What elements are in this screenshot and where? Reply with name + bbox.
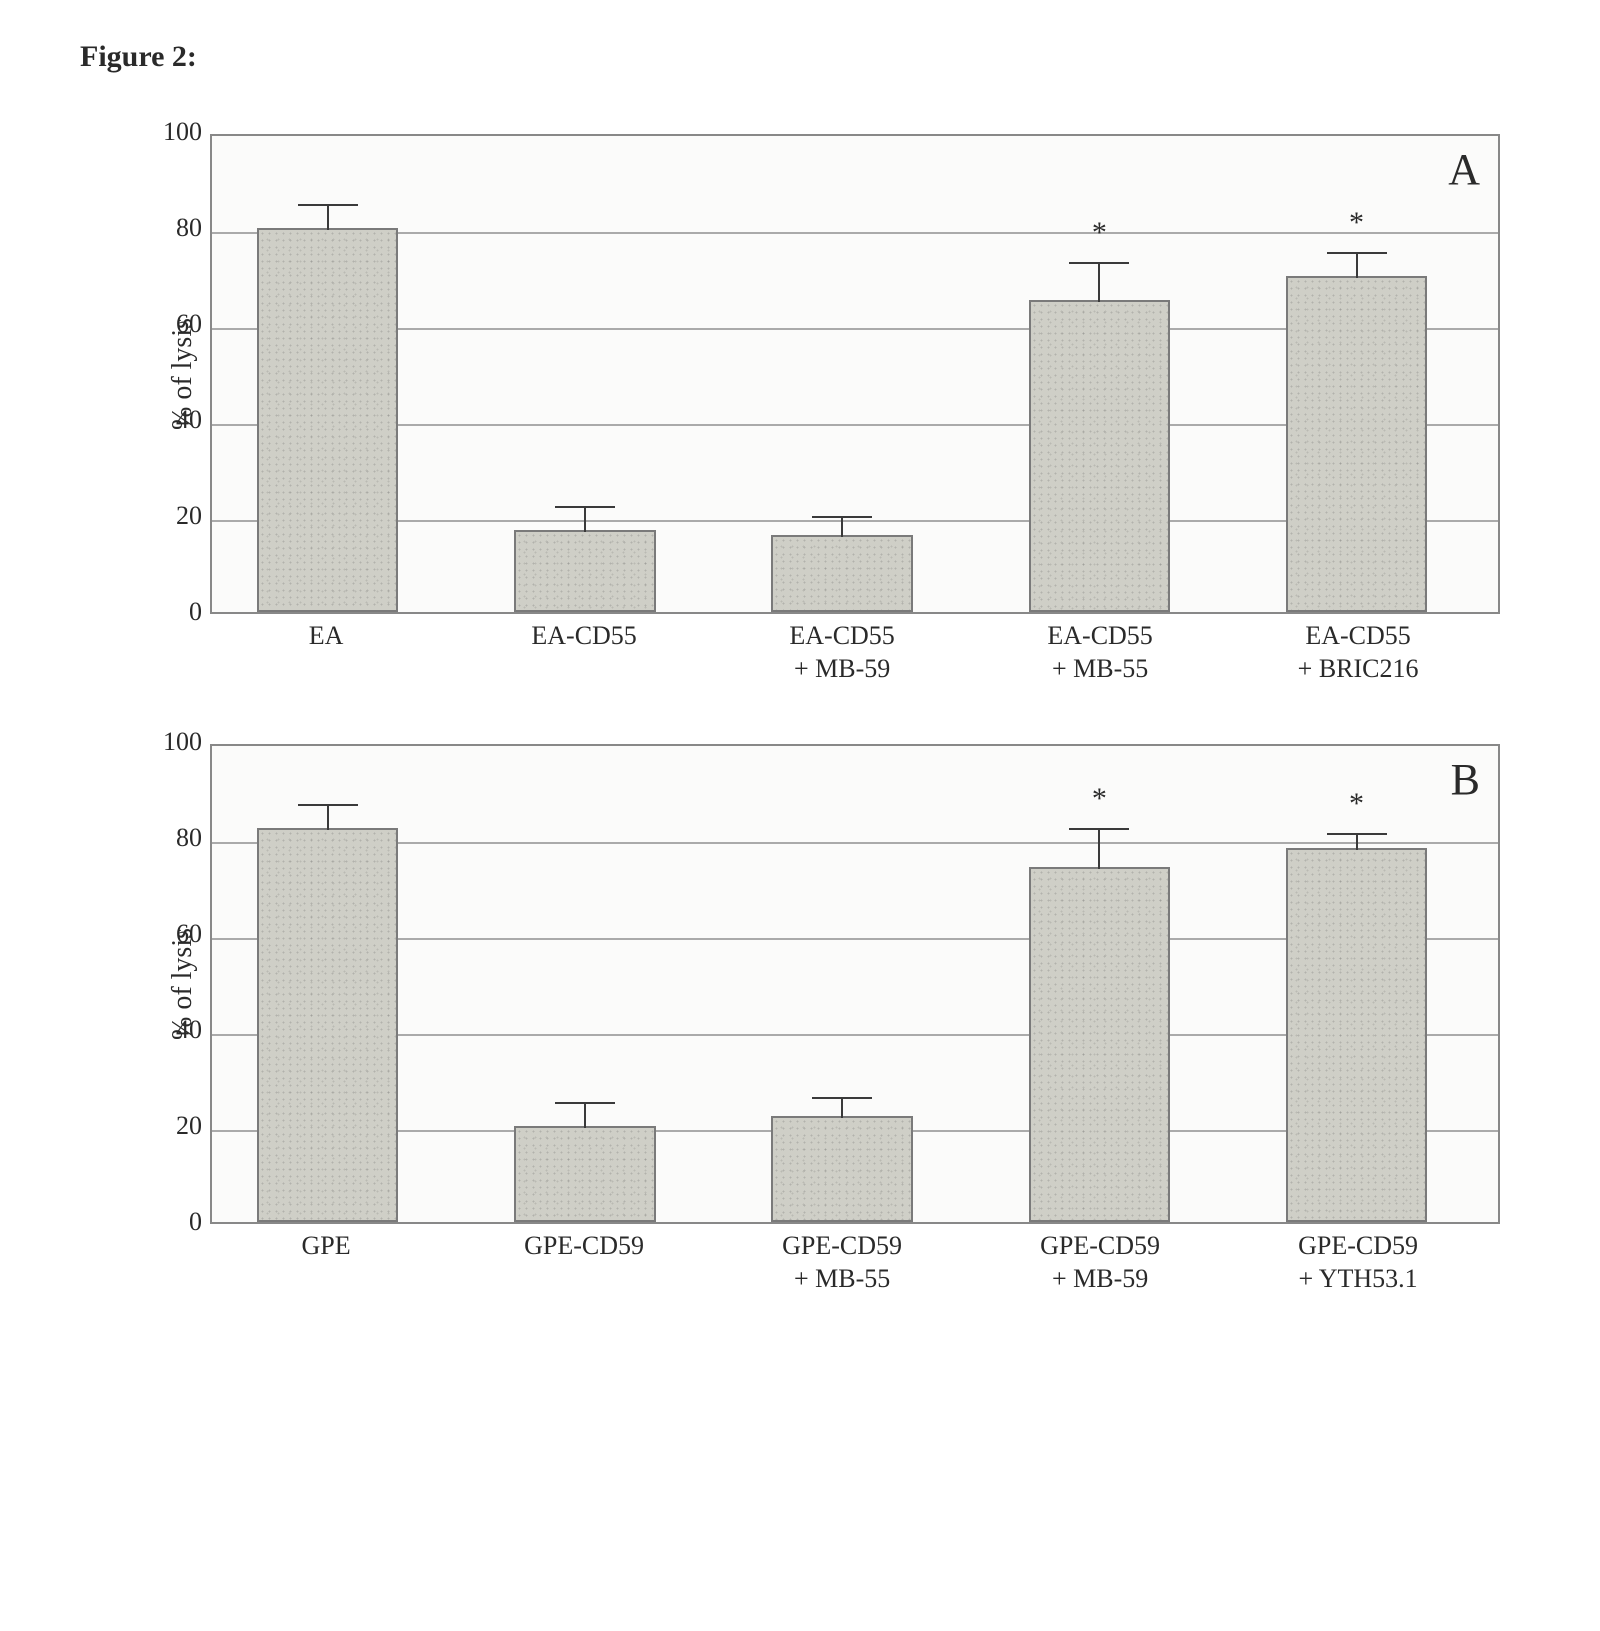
y-tick-label: 40 [142, 1015, 202, 1045]
x-tick-label: GPE-CD59 + MB-55 [782, 1230, 902, 1295]
panel-b-x-labels: GPE GPE-CD59 GPE-CD59 + MB-55 GPE-CD59 + MB… [210, 1224, 1500, 1314]
significance-mark: * [1092, 782, 1107, 816]
error-bar [1356, 835, 1358, 849]
bar [514, 530, 655, 612]
y-tick-label: 80 [142, 823, 202, 853]
x-tick-label: GPE-CD59 [524, 1230, 644, 1263]
y-tick-label: 0 [142, 1207, 202, 1237]
error-cap [298, 804, 358, 806]
error-bar [1098, 830, 1100, 868]
bar [514, 1126, 655, 1222]
y-tick-label: 0 [142, 597, 202, 627]
bar: * [1029, 867, 1170, 1222]
panel-b: B % of lysis 020406080100** GPEGPE-CD59G… [100, 744, 1500, 1314]
y-tick-label: 80 [142, 213, 202, 243]
bars-layer: ** [212, 746, 1498, 1222]
error-bar [1098, 264, 1100, 302]
y-tick-label: 100 [142, 727, 202, 757]
error-bar [584, 508, 586, 532]
bar [257, 828, 398, 1222]
error-bar [327, 206, 329, 230]
bar: * [1286, 276, 1427, 612]
bar: * [1029, 300, 1170, 612]
error-cap [1327, 252, 1387, 254]
x-tick-label: GPE-CD59 + YTH53.1 [1298, 1230, 1418, 1295]
y-tick-label: 20 [142, 501, 202, 531]
error-cap [1069, 828, 1129, 830]
significance-mark: * [1349, 787, 1364, 821]
error-bar [841, 1099, 843, 1118]
error-cap [555, 1102, 615, 1104]
x-tick-label: EA-CD55 + MB-55 [1047, 620, 1152, 685]
x-tick-label: EA-CD55 + BRIC216 [1298, 620, 1419, 685]
error-cap [1069, 262, 1129, 264]
y-tick-label: 60 [142, 919, 202, 949]
bar [257, 228, 398, 612]
x-tick-label: GPE-CD59 + MB-59 [1040, 1230, 1160, 1295]
bar [771, 1116, 912, 1222]
x-tick-label: EA-CD55 + MB-59 [789, 620, 894, 685]
panel-a-plot: A % of lysis 020406080100** [210, 134, 1500, 614]
panel-b-plot: B % of lysis 020406080100** [210, 744, 1500, 1224]
page: Figure 2: A % of lysis 020406080100** EA… [40, 40, 1560, 1314]
y-tick-label: 20 [142, 1111, 202, 1141]
error-cap [555, 506, 615, 508]
x-tick-label: EA-CD55 [531, 620, 636, 653]
y-tick-label: 60 [142, 309, 202, 339]
figure-title: Figure 2: [80, 40, 1560, 74]
bar: * [1286, 848, 1427, 1222]
x-tick-label: EA [309, 620, 344, 653]
panel-a-x-labels: EA EA-CD55 EA-CD55 + MB-59 EA-CD55 + MB-55 E… [210, 614, 1500, 704]
x-tick-label: GPE [302, 1230, 351, 1263]
error-cap [1327, 833, 1387, 835]
panel-a: A % of lysis 020406080100** EAEA-CD55EA-… [100, 134, 1500, 704]
error-bar [841, 518, 843, 537]
error-cap [812, 516, 872, 518]
error-cap [298, 204, 358, 206]
error-cap [812, 1097, 872, 1099]
significance-mark: * [1092, 216, 1107, 250]
error-bar [327, 806, 329, 830]
bars-layer: ** [212, 136, 1498, 612]
significance-mark: * [1349, 206, 1364, 240]
error-bar [584, 1104, 586, 1128]
bar [771, 535, 912, 612]
error-bar [1356, 254, 1358, 278]
y-tick-label: 40 [142, 405, 202, 435]
y-tick-label: 100 [142, 117, 202, 147]
